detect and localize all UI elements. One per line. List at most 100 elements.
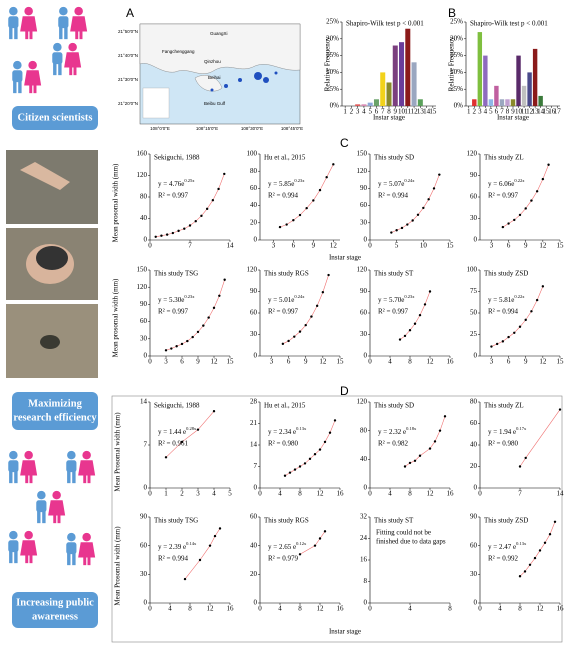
- fit-line: [299, 531, 326, 555]
- bar: [386, 82, 392, 106]
- point: [218, 294, 221, 297]
- equation-exponent: 0.22x: [514, 294, 525, 299]
- equation-exponent: 0.22x: [514, 178, 525, 183]
- x-tick-label: 6: [507, 242, 511, 250]
- y-tick-label: 120: [357, 266, 368, 274]
- x-tick-label: 12: [427, 490, 435, 498]
- y-tick-label: 21: [250, 419, 258, 427]
- x-tick-label: 15: [557, 358, 565, 366]
- equation: y = 4.76e0.25x: [158, 178, 195, 188]
- y-tick-label: 0: [254, 599, 258, 607]
- point: [223, 278, 226, 281]
- x-tick-label: 12: [427, 358, 435, 366]
- point: [287, 339, 290, 343]
- fit-line: [165, 411, 215, 458]
- point: [535, 298, 539, 302]
- x-tick-label: 1: [164, 490, 168, 498]
- x-tick-label: 4: [388, 490, 392, 498]
- y-tick-label: 8: [364, 577, 368, 585]
- point: [288, 471, 292, 474]
- point: [406, 223, 409, 226]
- equation-text: y = 5.81e: [488, 296, 514, 304]
- point: [408, 329, 412, 332]
- point: [438, 429, 442, 432]
- point: [541, 177, 545, 181]
- point: [530, 199, 533, 202]
- equation-text: y = 2.47 e: [488, 543, 516, 551]
- x-tick-label: 0: [148, 358, 152, 366]
- y-tick-label: 25%: [326, 18, 339, 26]
- map-place: Beibu Gulf: [204, 101, 226, 106]
- y-tick-label: 14: [250, 441, 258, 449]
- x-tick-label: 16: [557, 605, 565, 613]
- point: [281, 342, 285, 346]
- bar: [527, 72, 532, 106]
- point: [205, 207, 209, 211]
- y-tick-label: 20%: [326, 34, 339, 42]
- equation: y = 5.01e0.24x: [268, 294, 305, 304]
- y-tick-label: 120: [357, 398, 368, 406]
- x-tick-label: 17: [554, 108, 562, 116]
- y-tick-label: 32: [360, 513, 368, 521]
- bar: [367, 102, 373, 106]
- point: [518, 325, 522, 328]
- point: [524, 207, 527, 210]
- y-tick-label: 0: [144, 484, 148, 492]
- x-tick-label: 8: [298, 605, 302, 613]
- x-tick-label: 1: [467, 108, 471, 116]
- y-tick-label: 14: [140, 398, 148, 406]
- chart-title: This study ZL: [484, 402, 524, 410]
- lon-label: 108°0'0"E: [150, 126, 170, 131]
- point: [501, 225, 505, 229]
- y-tick-label: 80: [470, 398, 478, 406]
- map-place: GuangXi: [210, 31, 228, 36]
- y-tick-label: 25%: [450, 18, 463, 26]
- point: [313, 453, 317, 456]
- map: GuangXi Fangchenggang Qinzhou Beihai Bei…: [118, 23, 303, 131]
- bar: [361, 104, 367, 106]
- point: [293, 335, 296, 338]
- y-tick-label: 90: [470, 171, 478, 179]
- equation: y = 5.30e0.23x: [158, 294, 195, 304]
- r-squared: R² = 0.997: [158, 192, 188, 200]
- y-tick-label: 0: [474, 236, 478, 244]
- y-tick-label: 5%: [330, 85, 340, 93]
- y-tick-label: 80: [250, 167, 258, 175]
- r-squared: R² = 0.994: [378, 192, 408, 200]
- point: [171, 231, 175, 235]
- x-tick-label: 0: [368, 358, 372, 366]
- equation-exponent: 0.28x: [186, 426, 197, 431]
- x-tick-label: 3: [490, 358, 494, 366]
- x-tick-label: 15: [557, 242, 565, 250]
- equation: y = 6.06e0.22x: [488, 178, 525, 188]
- x-tick-label: 9: [312, 242, 316, 250]
- point: [164, 349, 168, 352]
- y-tick-label: 15%: [450, 51, 463, 59]
- lat-label: 21°30'0"N: [118, 77, 138, 82]
- x-tick-label: 8: [298, 490, 302, 498]
- r-squared: R² = 0.994: [268, 192, 298, 200]
- equation-text: y = 2.34 e: [268, 428, 296, 436]
- x-tick-label: 4: [278, 605, 282, 613]
- point: [293, 468, 297, 471]
- y-tick-label: 150: [137, 266, 148, 274]
- y-tick-label: 120: [137, 283, 148, 291]
- lon-label: 108°15'0"E: [196, 126, 218, 131]
- fit-line: [391, 174, 440, 233]
- y-tick-label: 40: [250, 541, 258, 549]
- x-tick-label: 12: [211, 358, 219, 366]
- x-tick-label: 16: [227, 605, 235, 613]
- bar: [516, 55, 521, 106]
- x-tick-label: 16: [337, 490, 345, 498]
- point: [428, 290, 432, 293]
- point: [523, 570, 527, 573]
- chart-title: This study TSG: [154, 270, 198, 278]
- point: [513, 331, 516, 334]
- y-tick-label: 0: [364, 352, 368, 360]
- x-tick-label: 16: [337, 605, 345, 613]
- x-tick-label: 3: [478, 108, 482, 116]
- x-tick-label: 12: [539, 242, 547, 250]
- x-tick-label: 4: [498, 605, 502, 613]
- point: [160, 234, 163, 237]
- x-tick-label: 5: [395, 242, 399, 250]
